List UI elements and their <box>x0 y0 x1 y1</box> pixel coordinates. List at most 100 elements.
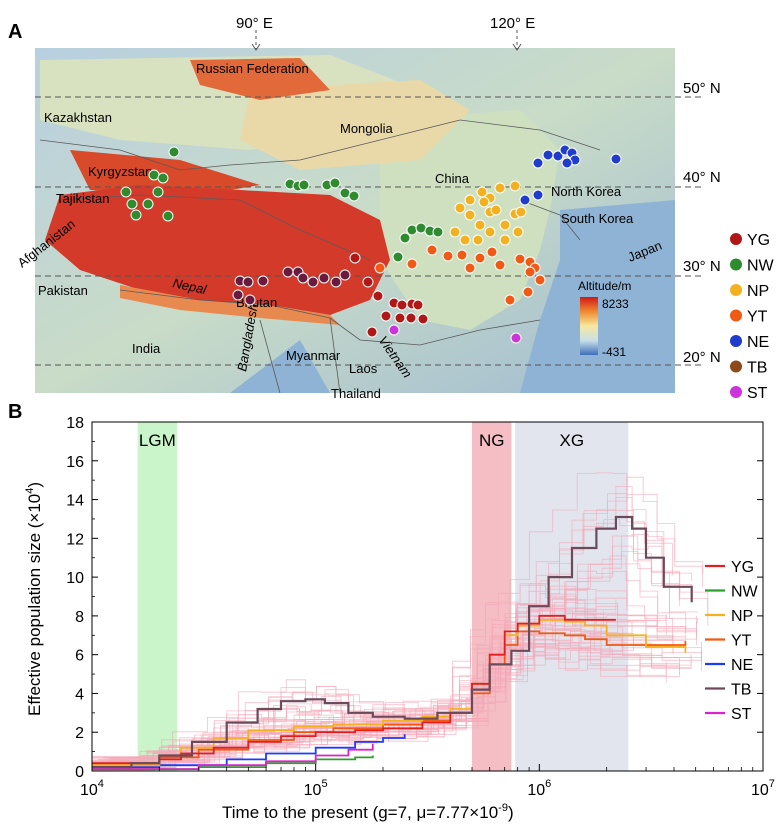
sample-dot-yt <box>514 253 526 265</box>
sample-dot-np <box>449 226 461 238</box>
legend-label-tb: TB <box>747 360 767 377</box>
sample-dot-yg <box>405 312 417 324</box>
x-tick-label-base: 10 <box>304 782 322 799</box>
y-tick-label: 2 <box>75 725 84 742</box>
band-lgm <box>137 422 178 771</box>
y-axis-label-exponent: 4 <box>24 488 36 494</box>
chart-legend-label-ne: NE <box>731 657 753 674</box>
sample-dot-np <box>515 206 527 218</box>
sample-dot-nw <box>399 232 411 244</box>
sample-dot-tb <box>244 294 256 306</box>
series-lines <box>92 515 693 770</box>
y-tick-label: 8 <box>75 609 84 626</box>
lat-label-50: 50° N <box>683 80 721 97</box>
sample-dot-tb <box>282 266 294 278</box>
legend-dot-st <box>730 386 742 398</box>
sample-dot-np <box>494 182 506 194</box>
bootstrap-line-tb <box>92 472 673 771</box>
label-tajikistan: Tajikistan <box>56 191 109 206</box>
colorbar-title: Altitude/m <box>578 279 631 293</box>
chart-legend-label-yt: YT <box>731 633 752 650</box>
sample-dot-nw <box>148 169 160 181</box>
y-tick-label: 18 <box>66 415 84 432</box>
bay-of-bengal <box>230 340 330 393</box>
bootstrap-line-tb <box>92 570 673 771</box>
sample-dot-np <box>474 219 486 231</box>
y-tick-label: 10 <box>66 570 84 587</box>
sample-dot-yg <box>394 312 406 324</box>
sample-dot-yt <box>524 266 536 278</box>
sample-dot-ne <box>542 149 554 161</box>
y-tick-label: 6 <box>75 648 84 665</box>
label-north-korea: North Korea <box>551 184 622 199</box>
sample-dot-nw <box>120 186 132 198</box>
lat-label-30: 30° N <box>683 258 721 275</box>
label-pakistan: Pakistan <box>38 283 88 298</box>
x-tick-label-base: 10 <box>527 782 545 799</box>
sample-dot-np <box>472 234 484 246</box>
longitude-ticks <box>255 30 518 50</box>
sample-dot-yt <box>464 262 476 274</box>
series-line-tb <box>92 515 693 769</box>
chart-legend: YG NW NP YT NE TB ST <box>705 559 759 723</box>
lon-label-90: 90° E <box>236 15 273 32</box>
chart-legend-label-nw: NW <box>731 584 759 601</box>
label-kazakhstan: Kazakhstan <box>44 110 112 125</box>
sample-dot-nw <box>152 186 164 198</box>
x-tick-label-base: 10 <box>80 782 98 799</box>
legend-label-st: ST <box>747 385 768 402</box>
y-tick-label: 16 <box>66 454 84 471</box>
chart-legend-label-st: ST <box>731 706 752 723</box>
legend-label-yg: YG <box>747 232 770 249</box>
bootstrap-line-tb <box>108 545 709 771</box>
panel-b-label: B <box>8 401 22 423</box>
sea <box>520 200 675 393</box>
sample-dot-yt <box>374 262 386 274</box>
x-tick-label: 107 <box>751 778 775 799</box>
legend-dot-ne <box>730 335 742 347</box>
band-label-ng: NG <box>479 431 505 450</box>
legend-dot-nw <box>730 258 742 271</box>
x-tick-label: 104 <box>80 778 104 799</box>
sample-dot-yt <box>426 244 438 256</box>
colorbar-max: 8233 <box>602 297 629 311</box>
label-kyrgyzstan: Kyrgyzstan <box>88 164 152 179</box>
legend-label-np: NP <box>747 283 769 300</box>
sample-dot-np <box>464 209 476 221</box>
sample-dot-nw <box>142 198 154 210</box>
sample-dot-np <box>478 196 490 208</box>
sample-dot-tb <box>297 272 309 284</box>
sample-dot-tb <box>232 289 244 301</box>
label-mongolia: Mongolia <box>340 121 394 136</box>
x-tick-label: 106 <box>527 778 551 799</box>
sample-dot-np <box>490 204 502 216</box>
sample-dot-ne <box>610 153 622 165</box>
sample-dot-nw <box>157 172 169 184</box>
legend-label-yt: YT <box>747 309 768 326</box>
sample-dot-nw <box>415 222 427 234</box>
sample-dot-yg <box>349 252 361 264</box>
sample-dot-ne <box>561 157 573 169</box>
sample-dot-np <box>499 219 511 231</box>
label-south-korea: South Korea <box>561 211 634 226</box>
x-axis-label-close: ) <box>508 803 514 822</box>
altai-mountains <box>190 58 330 100</box>
panel-a-label: A <box>8 21 22 43</box>
sample-dot-nw <box>432 226 444 238</box>
bootstrap-curves <box>92 472 709 771</box>
y-axis-label-close: ) <box>25 482 44 488</box>
label-laos: Laos <box>349 361 378 376</box>
population-legend: YG NW NP YT NE TB ST <box>730 232 775 402</box>
y-tick-label: 14 <box>66 493 84 510</box>
country-borders <box>39 119 601 394</box>
sample-dot-yg <box>362 276 374 288</box>
sample-dot-ne <box>519 194 531 206</box>
bootstrap-line-tb <box>92 497 693 768</box>
sample-dot-np <box>484 226 496 238</box>
y-tick-label: 4 <box>75 686 84 703</box>
y-axis-label-main: Effective population size (×10 <box>25 494 44 716</box>
lon-label-120: 120° E <box>490 15 535 32</box>
